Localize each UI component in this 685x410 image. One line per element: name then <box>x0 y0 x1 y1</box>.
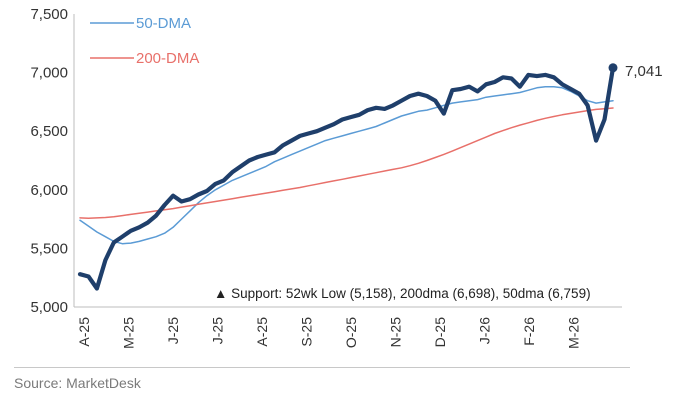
series-line-price <box>77 65 616 291</box>
x-tick-label: J-25 <box>210 317 226 344</box>
legend-label-200dma: 200-DMA <box>136 50 199 67</box>
x-tick-label: A-25 <box>76 317 92 347</box>
price-end-label: 7,041 <box>625 63 663 80</box>
chart-legend: 50-DMA 200-DMA <box>90 15 199 67</box>
x-tick-label: S-25 <box>299 317 315 347</box>
price-chart: 5,000 5,500 6,000 6,500 7,000 7,500 A-25 M-25 J… <box>30 6 663 349</box>
x-tick-label: J-25 <box>165 317 181 344</box>
x-tick-label: N-25 <box>388 317 404 348</box>
source-note: Source: MarketDesk <box>14 375 141 391</box>
y-tick-label: 6,500 <box>30 123 68 140</box>
source-divider <box>14 367 630 368</box>
x-tick-label: O-25 <box>343 317 359 348</box>
y-tick-label: 5,500 <box>30 240 68 257</box>
y-tick-label: 5,000 <box>30 299 68 316</box>
x-tick-label: J-26 <box>477 317 493 344</box>
x-tick-label: A-25 <box>254 317 270 347</box>
y-tick-label: 7,500 <box>30 6 68 23</box>
chart-series <box>77 65 616 291</box>
x-tick-label: D-25 <box>432 317 448 348</box>
series-line-50dma <box>79 85 614 245</box>
x-tick-label: M-25 <box>121 317 137 349</box>
series-line-200dma <box>79 107 614 219</box>
y-tick-label: 6,000 <box>30 182 68 199</box>
legend-label-50dma: 50-DMA <box>136 15 191 32</box>
y-axis-ticks: 5,000 5,500 6,000 6,500 7,000 7,500 <box>30 6 68 316</box>
price-end-point <box>608 63 618 73</box>
x-tick-label: M-26 <box>566 317 582 349</box>
y-tick-label: 7,000 <box>30 65 68 82</box>
x-tick-label: F-26 <box>521 317 537 346</box>
x-axis-ticks: A-25 M-25 J-25 J-25 A-25 S-25 O-25 N-25 D-25 J-26… <box>76 317 582 349</box>
support-annotation: ▲ Support: 52wk Low (5,158), 200dma (6,6… <box>214 286 591 301</box>
chart-axes <box>73 14 622 308</box>
